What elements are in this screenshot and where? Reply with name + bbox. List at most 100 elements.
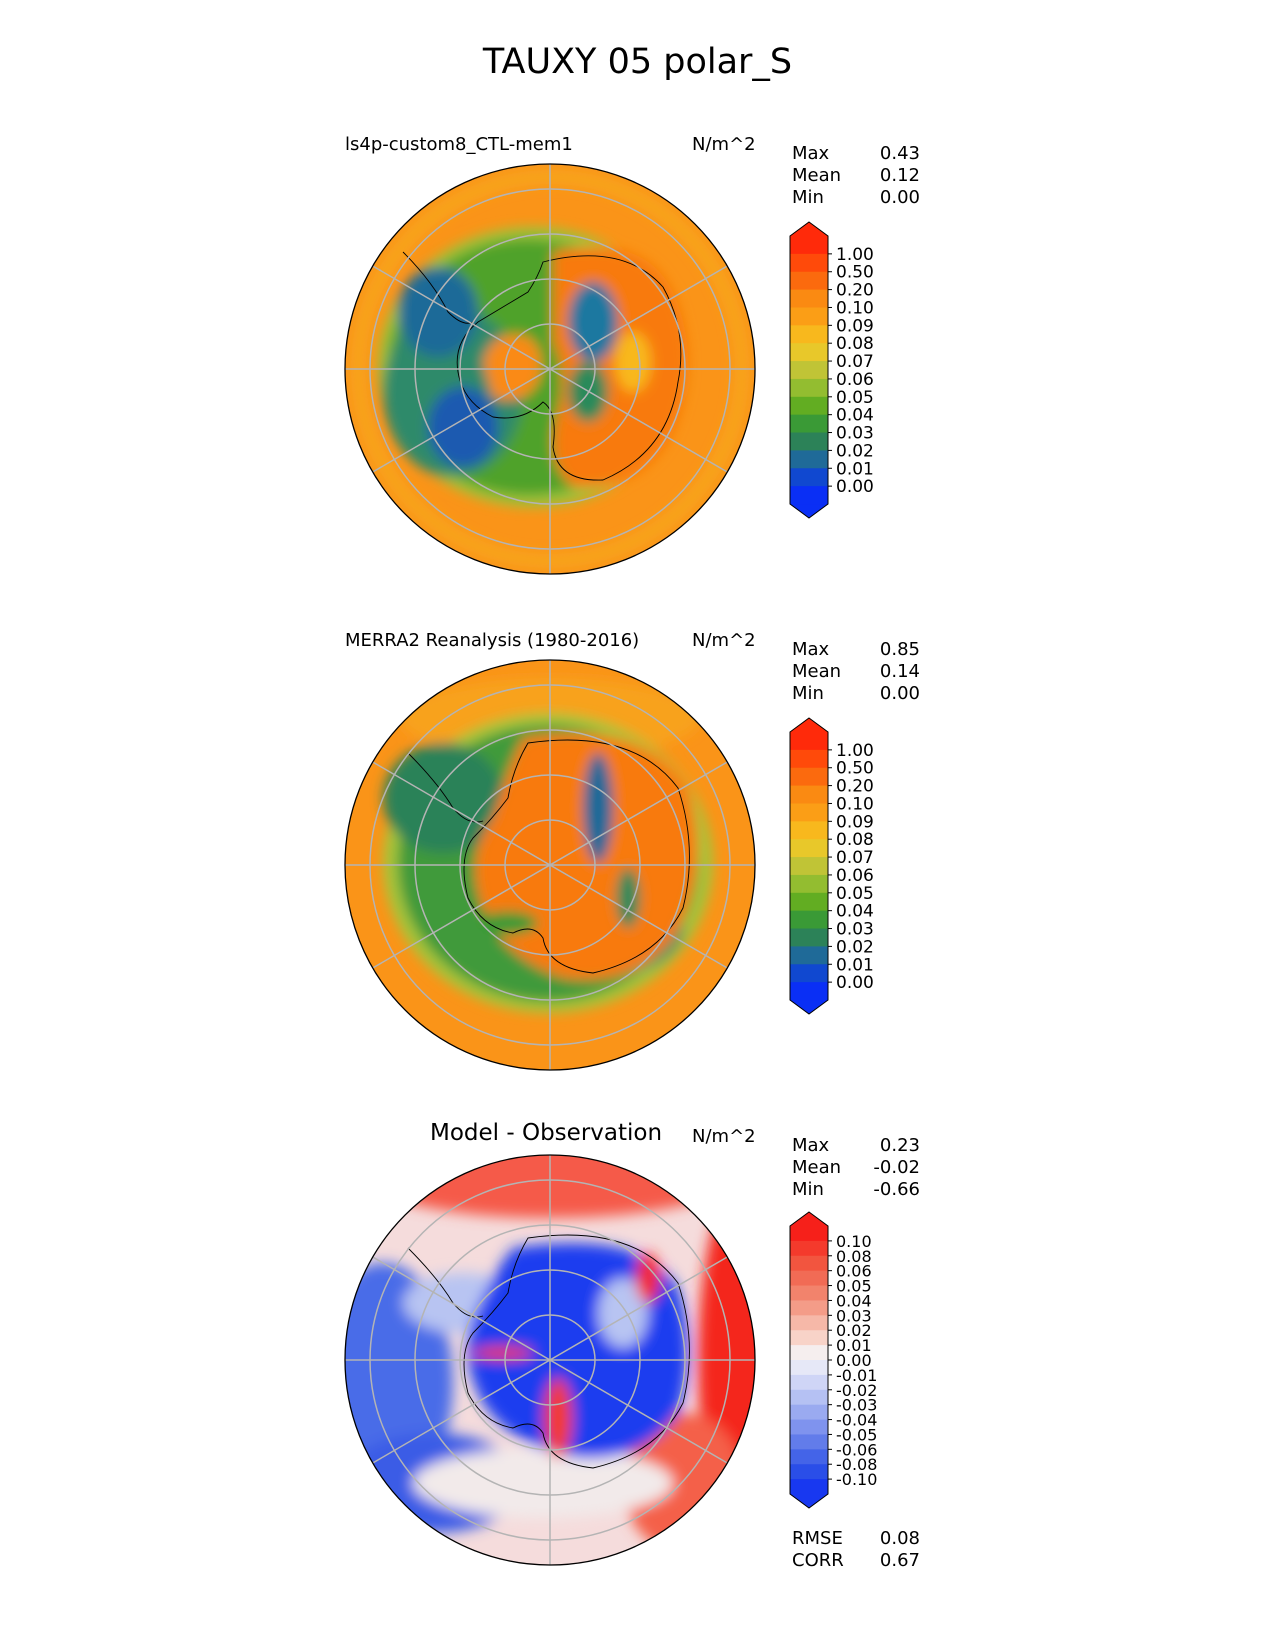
graticule (345, 1155, 755, 1565)
colorbar-swatch (790, 1389, 828, 1406)
colorbar-extend-min (790, 1000, 828, 1014)
colorbar-tick-label: -0.03 (836, 1396, 877, 1415)
low-stress-zone (616, 868, 640, 928)
map-boundary (344, 163, 756, 575)
stat-label: Mean (792, 165, 842, 186)
colorbar-swatch (790, 946, 828, 965)
colorbar-tick-label: 0.09 (836, 812, 874, 832)
stat-value: 0.00 (879, 683, 920, 704)
coastline (463, 739, 690, 974)
colorbar-swatch (790, 414, 828, 434)
low-stress-zone (568, 282, 618, 362)
colorbar-extend-max (790, 222, 828, 236)
stat-label: Min (792, 1179, 824, 1200)
positive-bias (473, 1347, 533, 1359)
map-boundary (344, 659, 756, 1071)
colorbar-tick-label: 0.06 (836, 1262, 872, 1281)
colorbar-swatch (790, 1360, 828, 1376)
positive-bias (544, 1378, 572, 1458)
stat-value: 0.85 (879, 639, 920, 660)
low-stress-zone (398, 267, 478, 357)
colorbar-swatch (790, 271, 828, 291)
panel-1-stats: Max 0.43 Mean 0.12 Min 0.00 (792, 143, 920, 209)
figure-title: TAUXY 05 polar_S (482, 42, 793, 82)
colorbar-swatch (790, 361, 828, 380)
panel-3-polar-map (344, 1154, 756, 1566)
colorbar-swatch (790, 325, 828, 344)
colorbar-tick-label: 0.09 (836, 316, 874, 336)
colorbar-tick-label: 0.05 (836, 1277, 872, 1296)
panel-1-colorbar: 1.000.500.200.100.090.080.070.060.050.04… (789, 221, 874, 519)
colorbar-swatch (790, 1434, 828, 1450)
colorbar-tick-label: 0.05 (836, 884, 874, 904)
colorbar-swatch (790, 821, 828, 840)
panel-3-title: Model - Observation (430, 1120, 663, 1146)
colorbar-extend-max (790, 718, 828, 732)
colorbar-swatch (790, 1226, 828, 1242)
colorbar-extend-min (790, 504, 828, 518)
colorbar-tick-label: -0.05 (836, 1425, 877, 1444)
mid-stress-zone (615, 332, 651, 392)
colorbar-tick-label: 0.04 (836, 1291, 872, 1310)
colorbar-tick-label: 0.06 (836, 866, 874, 886)
graticule (345, 164, 755, 574)
colorbar-tick-label: 0.03 (836, 424, 874, 444)
colorbar-tick-label: 0.50 (836, 759, 874, 779)
colorbar-tick-label: 0.05 (836, 388, 874, 408)
colorbar-swatch (790, 1285, 828, 1302)
panel-3-metrics: RMSE 0.08 CORR 0.67 (792, 1528, 920, 1572)
colorbar-swatch (790, 1240, 828, 1257)
colorbar-outline (789, 1211, 829, 1509)
panel-3-units: N/m^2 (692, 1126, 756, 1147)
metric-value: 0.67 (879, 1550, 920, 1571)
panel-2-title: MERRA2 Reanalysis (1980-2016) (345, 630, 640, 651)
colorbar-tick-label: 0.02 (836, 937, 874, 957)
coastline (463, 1234, 690, 1469)
colorbar-tick-label: 0.02 (836, 441, 874, 461)
map-boundary (344, 1154, 756, 1566)
panel-3-stats: Max 0.23 Mean -0.02 Min -0.66 (792, 1135, 920, 1201)
stat-value: 0.00 (879, 187, 920, 208)
panel-1-polar-map (344, 163, 756, 575)
coastline (456, 255, 682, 481)
colorbar-swatch (790, 289, 828, 309)
colorbar-swatch (790, 1419, 828, 1436)
colorbar-tick-label: 1.00 (836, 245, 874, 265)
coastline (402, 251, 474, 324)
colorbar-tick-label: 0.00 (836, 973, 874, 993)
colorbar-tick-label: 0.08 (836, 1247, 872, 1266)
panel-2-stats: Max 0.85 Mean 0.14 Min 0.00 (792, 639, 920, 705)
colorbar-swatch (790, 857, 828, 876)
colorbar-tick-label: 0.01 (836, 1336, 872, 1355)
colorbar-tick-label: -0.06 (836, 1440, 877, 1459)
colorbar-swatch (790, 1315, 828, 1331)
colorbar-tick-label: -0.08 (836, 1455, 877, 1474)
colorbar-swatch (790, 1374, 828, 1391)
stat-label: Max (792, 639, 830, 660)
colorbar-tick-label: 1.00 (836, 741, 874, 761)
colorbar-tick-label: 0.00 (836, 1351, 872, 1370)
colorbar-swatch (790, 378, 828, 398)
colorbar-swatch (790, 785, 828, 805)
colorbar-tick-label: 0.02 (836, 1321, 872, 1340)
panel-2-colorbar: 1.000.500.200.100.090.080.070.060.050.04… (789, 717, 874, 1015)
colorbar-outline (789, 717, 829, 1015)
stat-label: Min (792, 683, 824, 704)
stat-value: 0.43 (879, 143, 920, 164)
colorbar-swatch (790, 236, 828, 255)
colorbar-swatch (790, 910, 828, 930)
colorbar-swatch (790, 1270, 828, 1287)
metric-label: RMSE (792, 1528, 843, 1549)
colorbar-swatch (790, 432, 828, 451)
colorbar-tick-label: 0.03 (836, 1306, 872, 1325)
panel-1-units: N/m^2 (692, 134, 756, 155)
colorbar-tick-label: 0.10 (836, 298, 874, 318)
colorbar-tick-label: -0.01 (836, 1366, 877, 1385)
colorbar-extend-min (790, 1494, 828, 1508)
colorbar-tick-label: 0.08 (836, 334, 874, 354)
colorbar-tick-label: 0.07 (836, 352, 874, 372)
colorbar-swatch (790, 450, 828, 469)
stat-label: Max (792, 1135, 830, 1156)
stat-label: Mean (792, 1157, 842, 1178)
stat-value: -0.02 (873, 1157, 920, 1178)
